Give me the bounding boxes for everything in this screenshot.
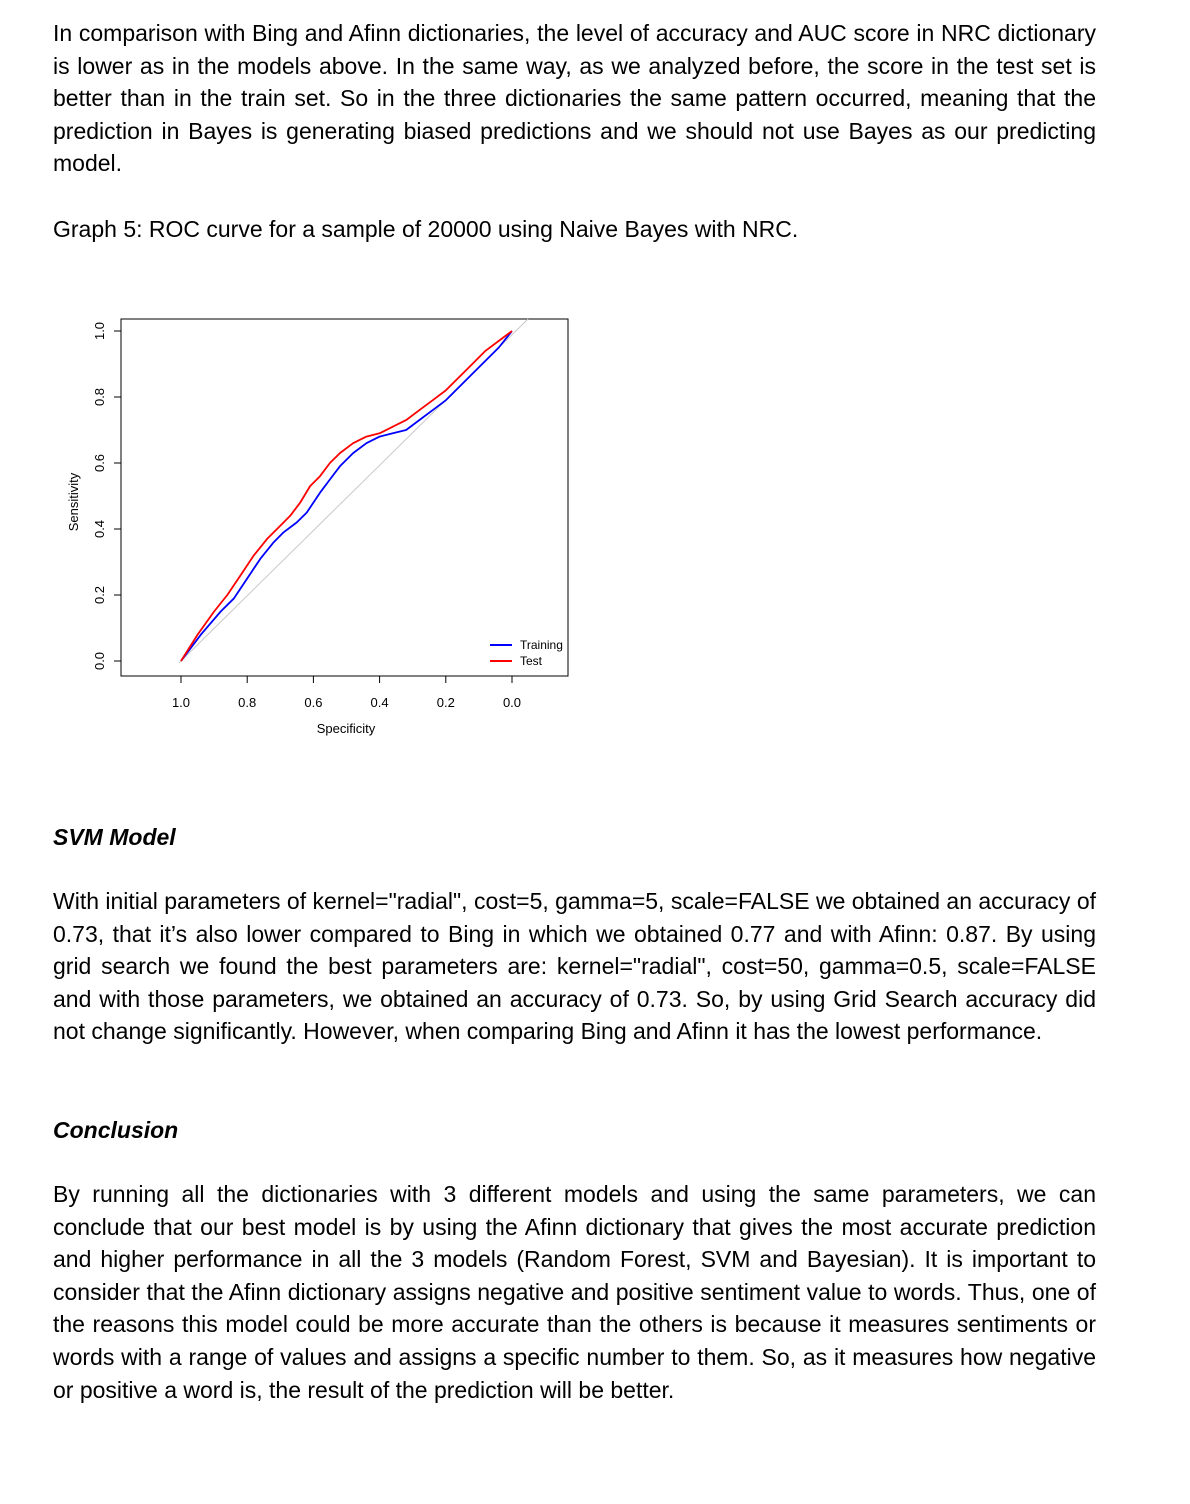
conclusion-paragraph: By running all the dictionaries with 3 d…	[53, 1181, 1096, 1403]
y-tick-label: 0.2	[92, 586, 107, 604]
legend-label-training: Training	[520, 638, 563, 652]
y-tick-label: 0.0	[92, 652, 107, 670]
roc-series-training	[180, 330, 513, 662]
y-tick-label: 0.8	[92, 388, 107, 406]
series-layer	[180, 330, 513, 662]
legend-label-test: Test	[520, 654, 543, 668]
conclusion-section-heading: Conclusion	[53, 1117, 179, 1143]
x-axis-label: Specificity	[317, 721, 376, 736]
figure-caption: Graph 5: ROC curve for a sample of 20000…	[53, 216, 799, 242]
roc-series-test	[180, 330, 513, 662]
svm-section-heading: SVM Model	[53, 824, 176, 850]
roc-curve-chart: 1.0 0.8 0.6 0.4 0.2 0.0 0.0 0.2 0.4 0.6 0.8 1.0 Spe…	[66, 318, 569, 736]
x-tick-label: 0.4	[371, 695, 389, 710]
x-tick-label: 0.6	[304, 695, 322, 710]
y-axis-label: Sensitivity	[66, 472, 81, 531]
x-tick-label: 0.0	[503, 695, 521, 710]
chart-legend: Training Test	[490, 638, 563, 668]
x-tick-label: 0.8	[238, 695, 256, 710]
x-tick-label: 0.2	[437, 695, 455, 710]
y-tick-label: 0.6	[92, 454, 107, 472]
plot-frame	[120, 318, 569, 677]
y-tick-label: 1.0	[92, 322, 107, 340]
x-tick-label: 1.0	[172, 695, 190, 710]
y-tick-label: 0.4	[92, 520, 107, 538]
axis-layer: 1.0 0.8 0.6 0.4 0.2 0.0 0.0 0.2 0.4 0.6 0.8 1.0	[92, 322, 521, 710]
intro-paragraph: In comparison with Bing and Afinn dictio…	[53, 20, 1096, 177]
svm-paragraph: With initial parameters of kernel="radia…	[53, 888, 1096, 1045]
